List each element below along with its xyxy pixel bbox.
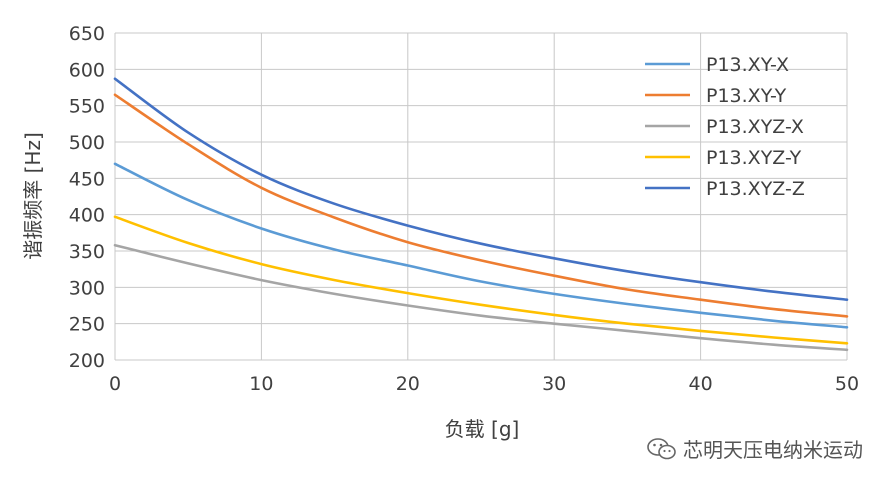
- watermark: 芯明天压电纳米运动: [647, 434, 863, 463]
- y-tick-label: 500: [69, 132, 105, 154]
- y-tick-label: 600: [69, 59, 105, 81]
- legend-label-p13-xy-x: P13.XY-X: [706, 54, 789, 76]
- y-tick-label: 650: [69, 23, 105, 45]
- series-line-p13-xy-x: [113, 162, 849, 329]
- series-line-p13-xyz-z: [113, 77, 849, 301]
- series-line-p13-xy-y: [113, 93, 849, 318]
- series-line-p13-xyz-y: [113, 215, 849, 345]
- legend: P13.XY-X P13.XY-Y P13.XYZ-X P13.XYZ-Y P13.XY…: [645, 54, 805, 200]
- x-tick-label: 10: [249, 373, 273, 395]
- y-tick-label: 250: [69, 314, 105, 336]
- x-tick-label: 20: [396, 373, 420, 395]
- y-tick-label: 550: [69, 96, 105, 118]
- x-tick-label: 30: [542, 373, 566, 395]
- y-tick-label: 300: [69, 277, 105, 299]
- legend-label-p13-xyz-z: P13.XYZ-Z: [706, 178, 805, 200]
- legend-label-p13-xyz-x: P13.XYZ-X: [706, 116, 804, 138]
- grid: [114, 32, 848, 361]
- y-tick-label: 350: [69, 241, 105, 263]
- legend-label-p13-xy-y: P13.XY-Y: [706, 85, 787, 107]
- tick-labels: 200 250 300 350 400 450 500 550 600 650 0 10 20 30 40 5…: [69, 23, 859, 395]
- series-line-p13-xyz-x: [113, 243, 849, 352]
- x-tick-label: 50: [835, 373, 859, 395]
- y-tick-label: 400: [69, 205, 105, 227]
- x-tick-label: 0: [109, 373, 121, 395]
- y-axis-title: 谐振频率 [Hz]: [21, 132, 45, 260]
- x-tick-label: 40: [689, 373, 713, 395]
- y-tick-label: 450: [69, 168, 105, 190]
- legend-label-p13-xyz-y: P13.XYZ-Y: [706, 147, 802, 169]
- watermark-text: 芯明天压电纳米运动: [683, 438, 863, 462]
- series-lines: [113, 77, 849, 352]
- y-tick-label: 200: [69, 350, 105, 372]
- wechat-icon: [647, 437, 676, 459]
- x-axis-title: 负载 [g]: [445, 417, 520, 441]
